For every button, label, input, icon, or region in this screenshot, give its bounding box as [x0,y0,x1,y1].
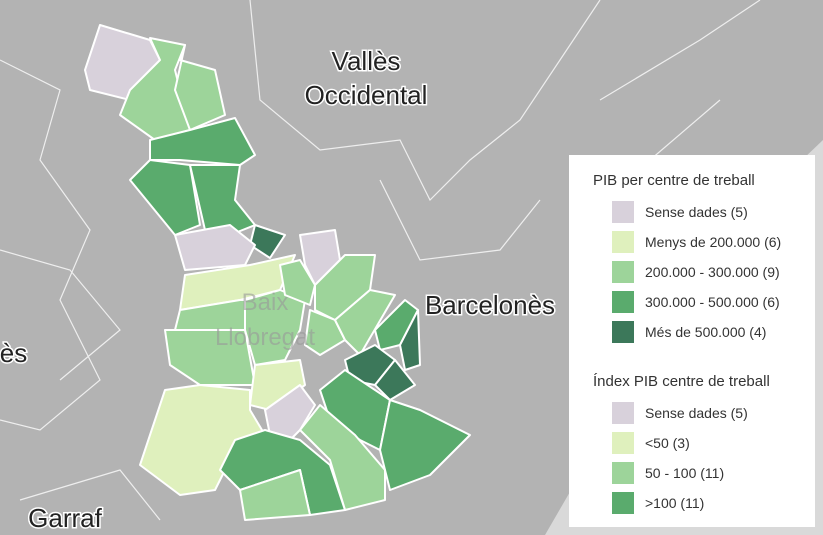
legend-item: 50 - 100 (11) [612,462,724,484]
legend-item: 300.000 - 500.000 (6) [612,291,780,313]
map-label: lès [0,338,27,368]
legend-swatch [612,231,634,253]
legend-label: Més de 500.000 (4) [645,324,767,340]
legend-label: <50 (3) [645,435,690,451]
map-label: Barcelonès [425,290,555,320]
legend-label: 300.000 - 500.000 (6) [645,294,780,310]
map-label: Garraf [28,503,102,533]
map-label: Baix [242,289,289,316]
legend-swatch [612,261,634,283]
legend-swatch [612,462,634,484]
legend-swatch [612,492,634,514]
legend-label: 50 - 100 (11) [645,465,725,481]
legend-swatch [612,201,634,223]
legend-title: PIB per centre de treball [593,172,755,189]
legend-label: Menys de 200.000 (6) [645,234,782,250]
legend-item: Més de 500.000 (4) [612,321,766,343]
legend-label: 200.000 - 300.000 (9) [645,264,780,280]
legend-item: >100 (11) [612,492,704,514]
regions [84,24,471,521]
legend-swatch [612,432,634,454]
legend: PIB per centre de treball Sense dades (5)… [569,155,815,527]
map-label: Llobregat [215,324,315,351]
legend-swatch [612,321,634,343]
legend-item: 200.000 - 300.000 (9) [612,261,780,283]
legend-title: Índex PIB centre de treball [593,373,770,390]
legend-swatch [612,291,634,313]
legend-item: Sense dades (5) [612,201,748,223]
legend-item: Sense dades (5) [612,402,748,424]
map-label: Vallès [332,46,401,76]
legend-label: Sense dades (5) [645,204,748,220]
legend-label: Sense dades (5) [645,405,748,421]
legend-swatch [612,402,634,424]
legend-label: >100 (11) [645,495,705,511]
legend-item: <50 (3) [612,432,690,454]
map-label: Occidental [305,80,428,110]
legend-item: Menys de 200.000 (6) [612,231,781,253]
boundaries [0,0,761,521]
